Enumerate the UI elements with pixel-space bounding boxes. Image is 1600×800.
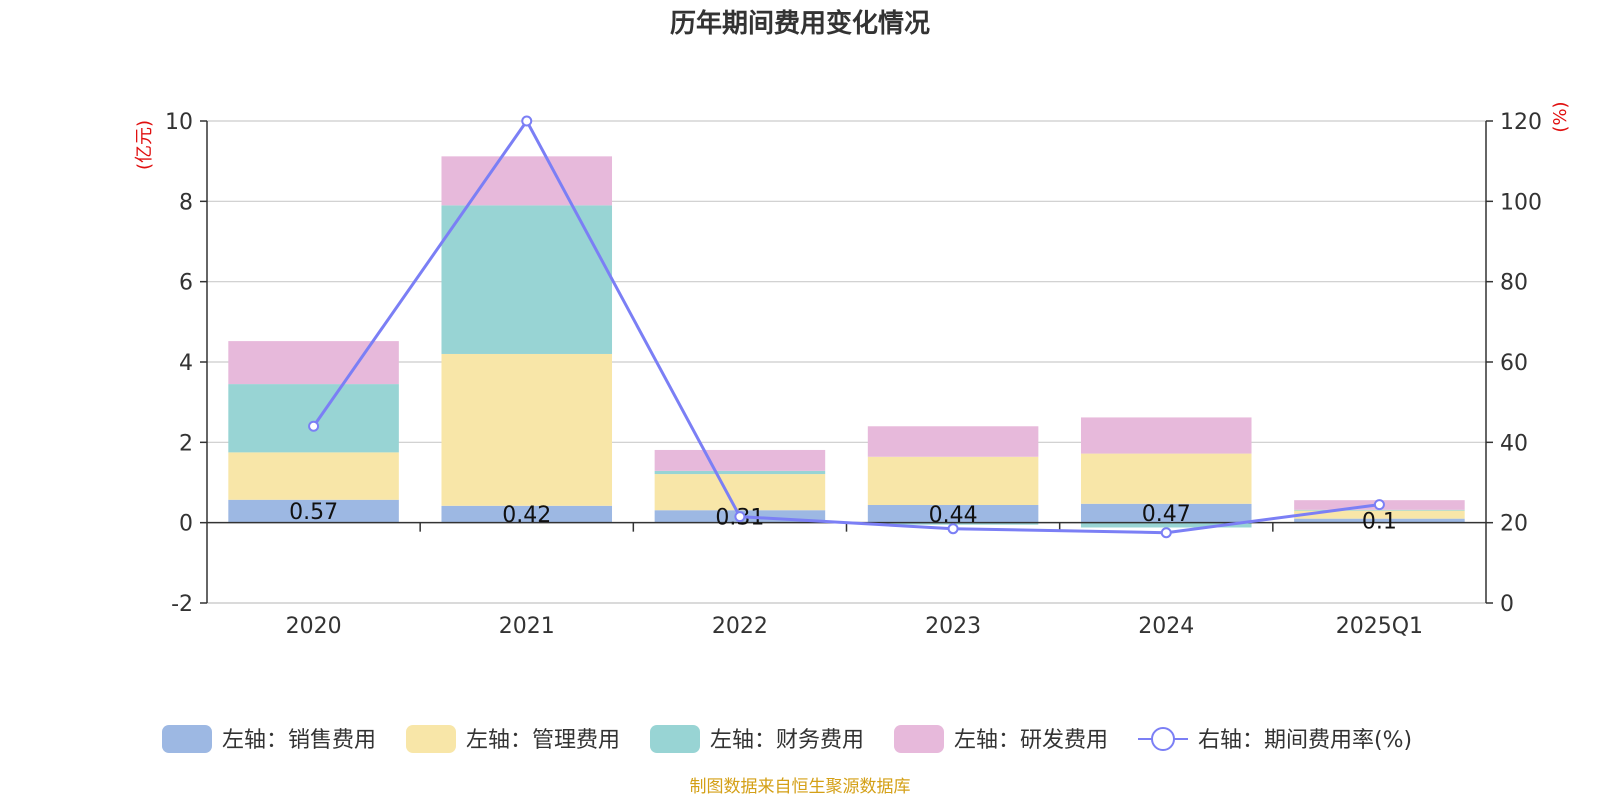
- rate-line-point: [1373, 499, 1385, 511]
- bar-segment: [1294, 509, 1465, 511]
- rate-line-path: [312, 118, 1380, 535]
- x-axis-category-label: 2025Q1: [1336, 614, 1423, 639]
- x-axis-category-label: 2021: [499, 614, 555, 639]
- legend-swatch: [894, 725, 944, 753]
- legend-swatch: [650, 725, 700, 753]
- bar-data-label: 0.42: [502, 503, 551, 528]
- bar-segment: [654, 474, 826, 511]
- right-axis-tick-label: 120: [1500, 110, 1542, 135]
- bar-data-label: 0.1: [1362, 510, 1397, 535]
- legend: 左轴：销售费用 左轴：管理费用 左轴：财务费用 左轴：研发费用 右轴：期间费用率(%): [162, 725, 1412, 753]
- left-axis-tick-label: 8: [179, 190, 193, 215]
- right-axis-unit: (%): [1550, 101, 1571, 132]
- bar-segment: [228, 452, 399, 500]
- rate-line-point: [521, 115, 533, 127]
- x-axis-category-label: 2024: [1138, 614, 1194, 639]
- left-axis-tick-label: 6: [179, 271, 193, 296]
- bars: [228, 156, 1465, 528]
- left-axis-tick-label: 4: [179, 351, 193, 376]
- bar-segment: [228, 499, 399, 523]
- right-axis-tick-label: 0: [1500, 592, 1514, 617]
- legend-label: 右轴：期间费用率(%): [1198, 728, 1412, 753]
- right-axis-tick-label: 80: [1500, 271, 1528, 296]
- x-axis-category-label: 2020: [286, 614, 342, 639]
- left-axis-tick-label: 10: [165, 110, 193, 135]
- right-axis-tick-label: 40: [1500, 431, 1528, 456]
- source-note: 制图数据来自恒生聚源数据库: [690, 777, 911, 797]
- rate-line-point: [1160, 527, 1172, 539]
- rate-line-point: [308, 420, 320, 432]
- rate-line-point: [734, 511, 746, 523]
- bar-segment: [1294, 518, 1465, 523]
- right-axis-tick-label: 60: [1500, 351, 1528, 376]
- bar-segment: [441, 156, 613, 206]
- bar-segment: [654, 470, 826, 475]
- left-axis-tick-label: 0: [179, 512, 193, 537]
- bar-data-label: 0.47: [1142, 502, 1191, 527]
- legend-swatch: [406, 725, 456, 753]
- bar-segment: [1080, 453, 1252, 504]
- grid: [207, 120, 1486, 604]
- bar-segment: [441, 205, 613, 354]
- bar-segment: [1080, 503, 1252, 523]
- bar-segment: [867, 456, 1039, 505]
- right-axis-tick-label: 20: [1500, 512, 1528, 537]
- chart-title: 历年期间费用变化情况: [670, 8, 930, 39]
- left-axis-unit: (亿元): [134, 120, 155, 170]
- bar-segment: [228, 341, 399, 385]
- legend-swatch: [162, 725, 212, 753]
- bar-segment: [867, 426, 1039, 457]
- x-axis-category-label: 2023: [925, 614, 981, 639]
- left-axis-tick-label: -2: [171, 592, 193, 617]
- right-axis-tick-label: 100: [1500, 190, 1542, 215]
- bar-data-label: 0.57: [289, 500, 338, 525]
- bar-segment: [1294, 510, 1465, 519]
- bar-segment: [867, 504, 1039, 523]
- bar-segment: [441, 353, 613, 506]
- bar-segment: [654, 449, 826, 471]
- legend-swatch: [1151, 727, 1175, 751]
- legend-label: 左轴：研发费用: [954, 728, 1108, 753]
- rate-line: [308, 115, 1385, 539]
- bar-segment: [1080, 522, 1252, 528]
- legend-label: 左轴：财务费用: [710, 728, 864, 753]
- rate-line-point: [947, 523, 959, 535]
- bar-segment: [228, 384, 399, 453]
- x-axis-category-label: 2022: [712, 614, 768, 639]
- left-axis-tick-label: 2: [179, 431, 193, 456]
- bar-segment: [1080, 417, 1252, 454]
- bar-segment: [441, 505, 613, 523]
- legend-label: 左轴：销售费用: [222, 728, 376, 753]
- legend-label: 左轴：管理费用: [466, 728, 620, 753]
